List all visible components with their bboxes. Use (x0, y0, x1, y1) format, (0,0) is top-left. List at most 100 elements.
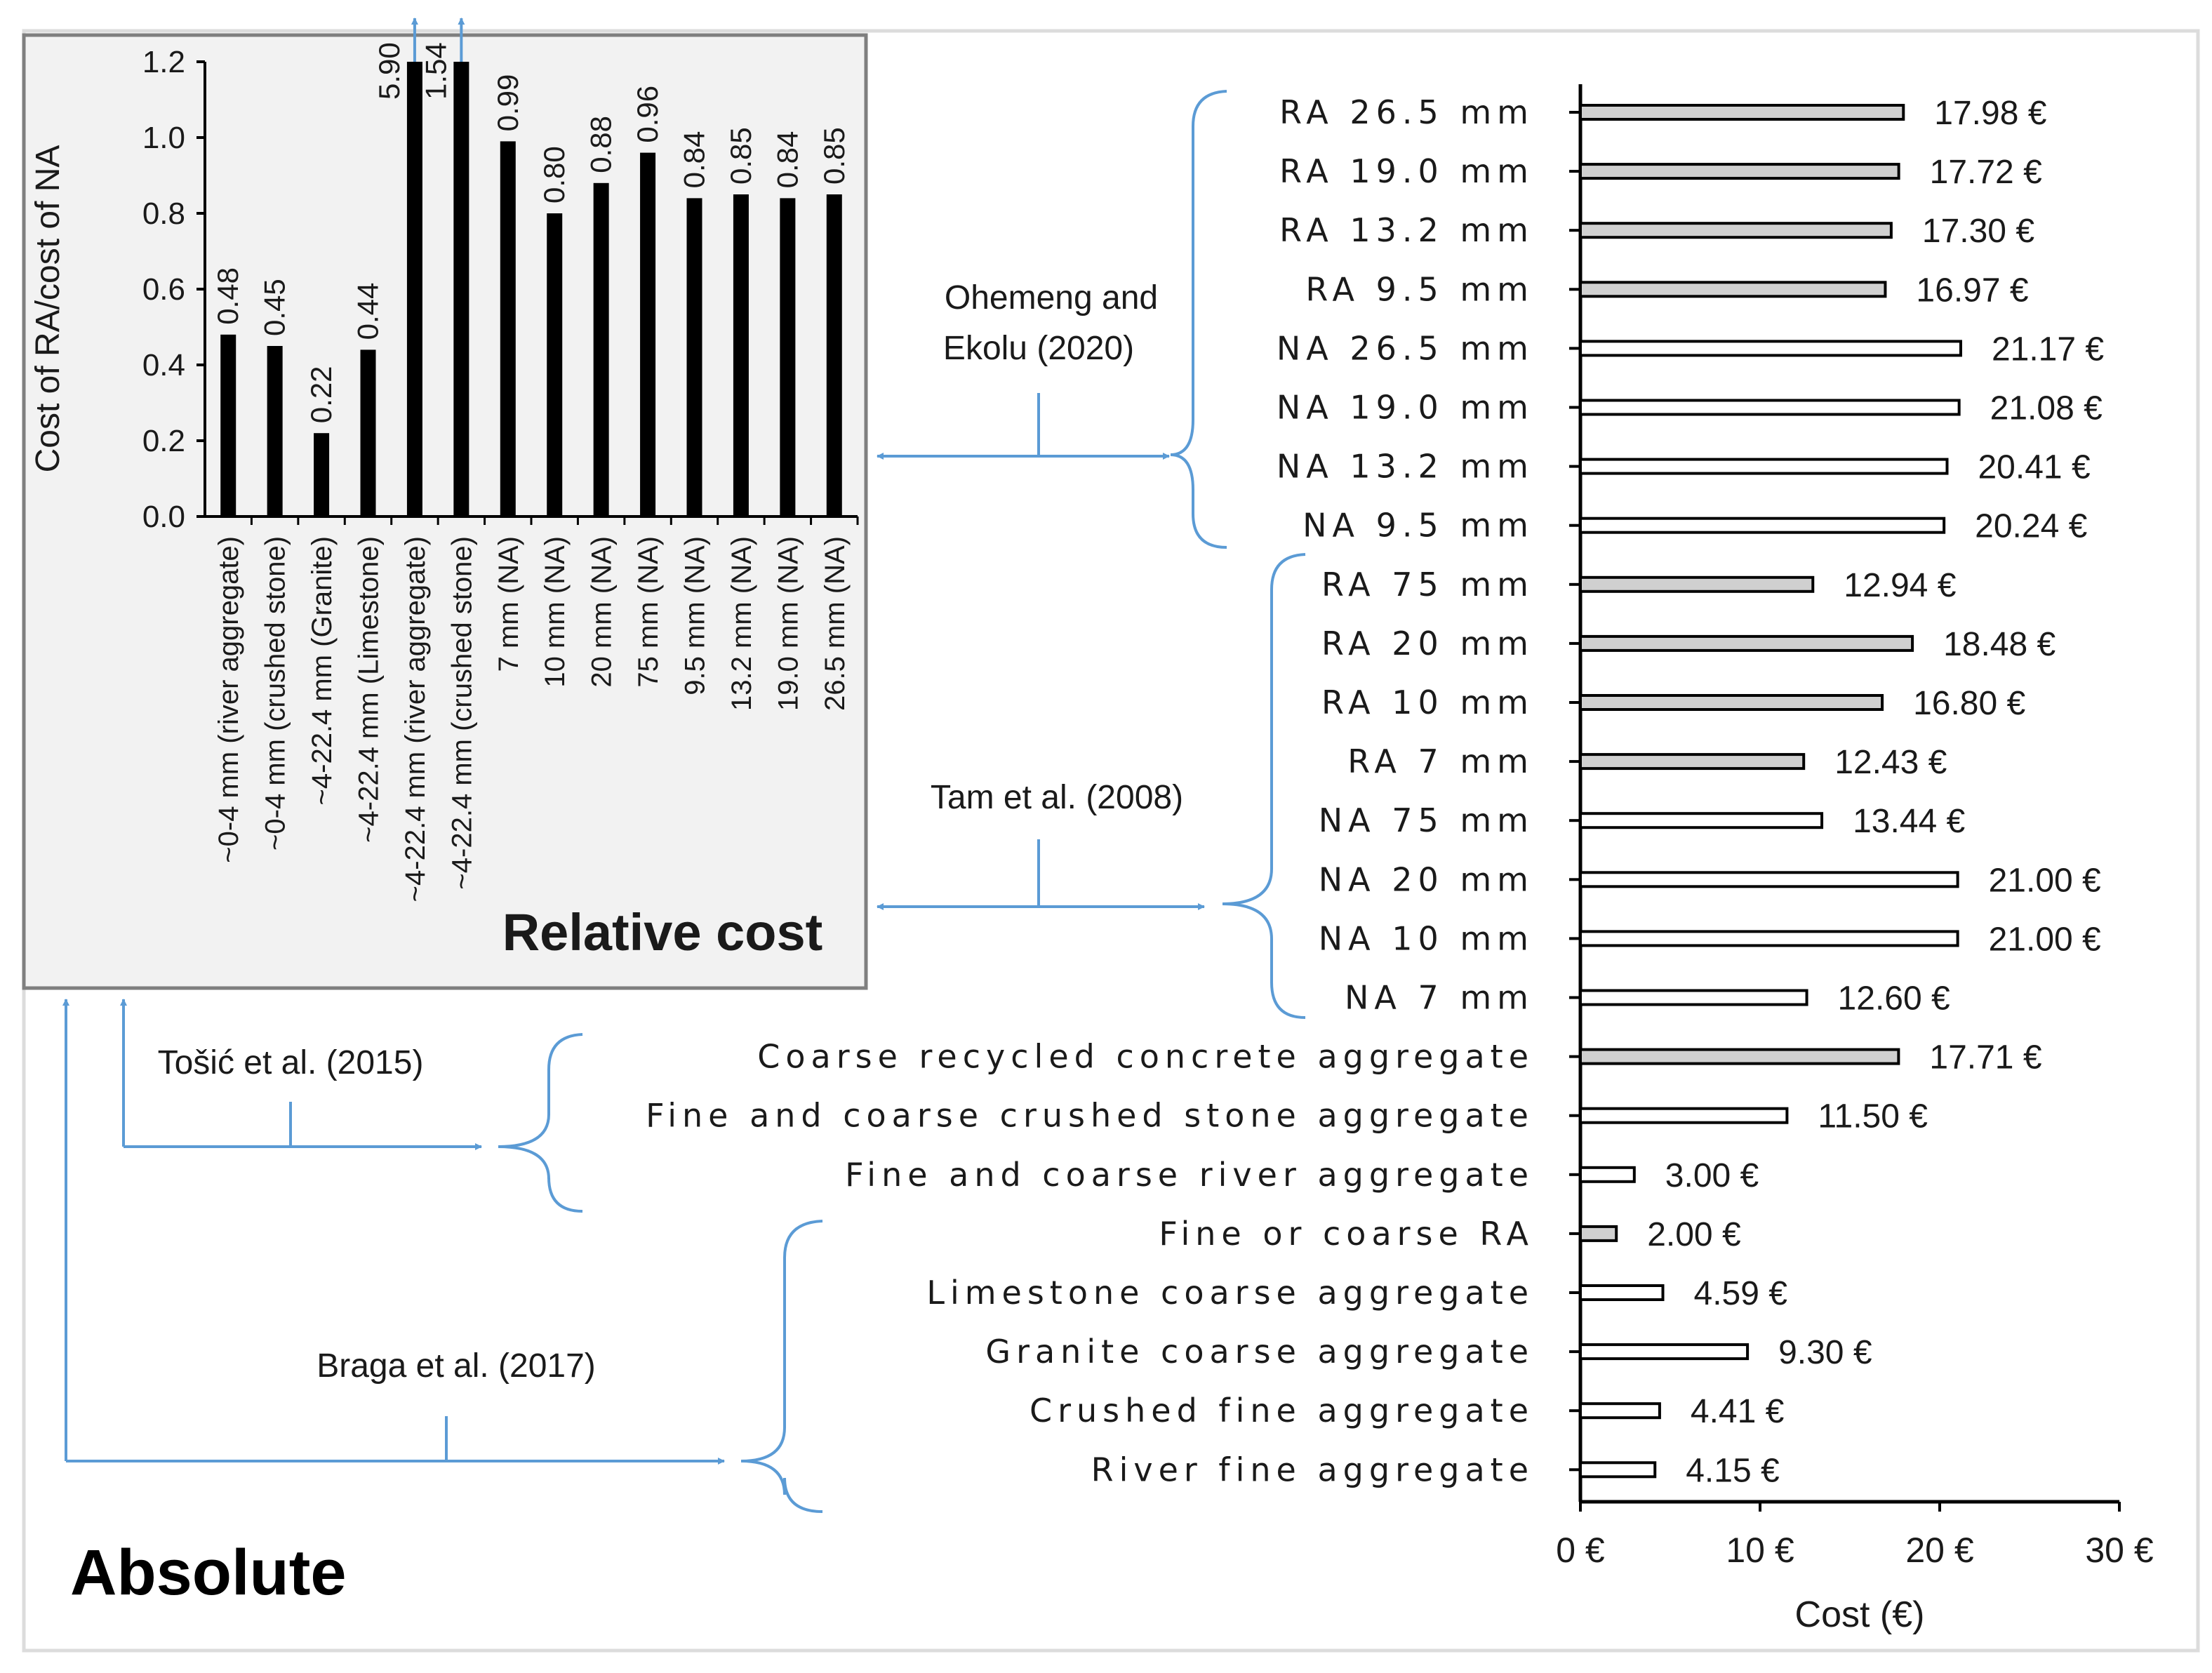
source-label-braga: Braga et al. (2017) (317, 1347, 596, 1385)
absolute-bar (1579, 1107, 1789, 1124)
relative-bar (360, 349, 376, 516)
absolute-bar (1579, 575, 1815, 593)
absolute-x-axis-label: Cost (€) (1795, 1594, 1925, 1635)
absolute-panel-title: Absolute (70, 1537, 347, 1608)
absolute-category-label: RA 10 mm (1321, 684, 1534, 721)
absolute-x-tick-label: 10 € (1726, 1531, 1794, 1570)
absolute-category-label: NA 75 mm (1319, 801, 1534, 839)
absolute-bar (1579, 989, 1808, 1006)
source-connectors (62, 90, 1306, 1513)
relative-y-tick-label: 0.6 (142, 272, 185, 307)
absolute-category-label: NA 13.2 mm (1277, 448, 1534, 486)
absolute-category-label: Crushed fine aggregate (1030, 1392, 1534, 1429)
relative-panel-title: Relative cost (502, 903, 823, 961)
relative-category-label: ~4-22.4 mm (Limestone) (354, 536, 385, 843)
absolute-bar (1579, 104, 1905, 121)
relative-value-label: 0.84 (678, 131, 711, 189)
absolute-bar (1579, 163, 1900, 180)
relative-value-label: 0.96 (631, 86, 664, 143)
relative-cost-panel (22, 33, 868, 990)
absolute-category-label: River fine aggregate (1091, 1451, 1534, 1488)
absolute-value-label: 20.41 € (1978, 449, 2090, 486)
absolute-value-label: 21.00 € (1989, 862, 2101, 899)
absolute-category-label: NA 9.5 mm (1302, 507, 1534, 545)
relative-value-label: 0.45 (258, 279, 291, 336)
absolute-value-label: 16.80 € (1913, 685, 2025, 722)
relative-value-labels: 0.48 0.45 0.22 0.44 5.90 1.54 0.99 0.80 0.88 0.96… (211, 42, 851, 423)
relative-bar (640, 152, 656, 517)
relative-bar (500, 141, 516, 516)
relative-category-label: 26.5 mm (NA) (820, 536, 851, 711)
relative-y-tick-label: 0.2 (142, 424, 185, 458)
relative-cost-chart: 0.0 0.2 0.4 0.6 0.8 1.0 1.2 0.48 0.45 0.22 0.44 5.… (29, 18, 859, 902)
absolute-category-label: NA 7 mm (1345, 979, 1534, 1017)
absolute-category-label: RA 7 mm (1347, 742, 1534, 780)
source-label-tosic: Tošić et al. (2015) (158, 1044, 424, 1081)
absolute-bar (1579, 871, 1959, 888)
absolute-bar (1579, 1402, 1661, 1420)
absolute-x-tick-label: 30 € (2085, 1531, 2154, 1570)
relative-value-label: 0.85 (818, 127, 851, 185)
absolute-category-label: Limestone coarse aggregate (926, 1274, 1534, 1312)
source-label-ohemeng-line2: Ekolu (2020) (943, 330, 1134, 367)
absolute-value-label: 20.24 € (1975, 508, 2087, 545)
absolute-value-label: 17.72 € (1930, 154, 2042, 191)
relative-bar (686, 198, 702, 516)
brace-tosic (498, 1033, 583, 1213)
absolute-value-label: 2.00 € (1647, 1216, 1741, 1253)
absolute-value-label: 4.59 € (1694, 1275, 1788, 1312)
absolute-bar (1579, 516, 1946, 534)
source-label-tam: Tam et al. (2008) (931, 779, 1183, 816)
brace-ohemeng (1170, 90, 1227, 549)
relative-category-label: ~4-22.4 mm (crushed stone) (446, 536, 477, 890)
relative-bar (780, 198, 796, 516)
absolute-category-label: RA 19.0 mm (1279, 152, 1534, 190)
absolute-x-ticks: 0 € 10 € 20 € 30 € (1556, 1502, 2154, 1570)
relative-category-label: 19.0 mm (NA) (773, 536, 804, 711)
relative-bar (547, 213, 563, 516)
absolute-value-label: 16.97 € (1916, 272, 2028, 309)
relative-value-label: 5.90 (373, 42, 406, 100)
absolute-x-tick-label: 0 € (1556, 1531, 1605, 1570)
absolute-bar (1579, 458, 1949, 475)
absolute-category-label: RA 20 mm (1321, 625, 1534, 662)
relative-bars (220, 18, 859, 525)
relative-value-label: 0.22 (305, 366, 338, 423)
brace-braga (740, 1220, 823, 1513)
relative-bar (453, 62, 469, 516)
absolute-category-labels: RA 26.5 mm RA 19.0 mm RA 13.2 mm RA 9.5 mm N… (646, 93, 1534, 1488)
absolute-category-label: RA 13.2 mm (1279, 211, 1534, 249)
absolute-cost-chart: RA 26.5 mm RA 19.0 mm RA 13.2 mm RA 9.5 mm N… (646, 84, 2154, 1635)
relative-category-label: ~0-4 mm (river aggregate) (213, 536, 244, 863)
relative-bar (220, 334, 236, 516)
relative-category-label: 7 mm (NA) (493, 536, 524, 672)
absolute-value-label: 13.44 € (1853, 803, 1965, 840)
absolute-bar (1579, 1166, 1636, 1183)
relative-category-label: 10 mm (NA) (540, 536, 571, 688)
absolute-value-label: 18.48 € (1943, 626, 2056, 663)
relative-value-label: 0.88 (585, 116, 618, 173)
absolute-category-label: NA 26.5 mm (1277, 329, 1534, 367)
absolute-value-label: 21.00 € (1989, 921, 2101, 958)
relative-y-tick-label: 1.0 (142, 121, 185, 155)
relative-y-axis-label: Cost of RA/cost of NA (29, 145, 67, 473)
relative-category-label: 9.5 mm (NA) (680, 536, 711, 695)
relative-bar (733, 194, 749, 516)
relative-bar (314, 433, 330, 516)
relative-category-labels: ~0-4 mm (river aggregate) ~0-4 mm (crushe… (213, 536, 851, 902)
absolute-category-label: NA 19.0 mm (1277, 389, 1534, 427)
absolute-bar (1579, 930, 1959, 947)
absolute-value-label: 12.60 € (1838, 980, 1950, 1018)
relative-y-tick-label: 1.2 (142, 45, 185, 79)
absolute-category-label: NA 10 mm (1319, 919, 1534, 957)
absolute-bar (1579, 1461, 1657, 1479)
absolute-value-label: 17.30 € (1922, 213, 2034, 250)
absolute-category-label: Fine or coarse RA (1159, 1215, 1534, 1253)
absolute-category-label: NA 20 mm (1319, 860, 1534, 898)
relative-value-label: 0.48 (211, 267, 244, 325)
absolute-value-label: 3.00 € (1665, 1157, 1759, 1194)
absolute-x-tick-label: 20 € (1905, 1531, 1974, 1570)
absolute-category-label: Fine and coarse river aggregate (845, 1156, 1534, 1194)
absolute-value-label: 17.98 € (1934, 95, 2046, 132)
